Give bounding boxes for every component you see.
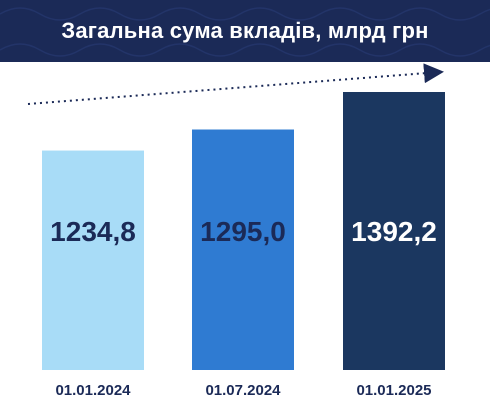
bar-2 bbox=[192, 129, 294, 370]
bar-value-label-3: 1392,2 bbox=[351, 216, 437, 247]
title-banner: Загальна сума вкладів, млрд грн bbox=[0, 0, 490, 62]
bar-1 bbox=[42, 150, 144, 370]
chart-title: Загальна сума вкладів, млрд грн bbox=[61, 18, 429, 43]
x-tick-label-3: 01.01.2025 bbox=[356, 382, 431, 399]
bar-value-label-2: 1295,0 bbox=[200, 216, 286, 247]
bar-3 bbox=[343, 92, 445, 370]
header-pattern bbox=[0, 7, 490, 57]
x-tick-label-2: 01.07.2024 bbox=[205, 382, 281, 399]
x-tick-label-1: 01.01.2024 bbox=[55, 382, 131, 399]
bar-value-label-1: 1234,8 bbox=[50, 216, 136, 247]
